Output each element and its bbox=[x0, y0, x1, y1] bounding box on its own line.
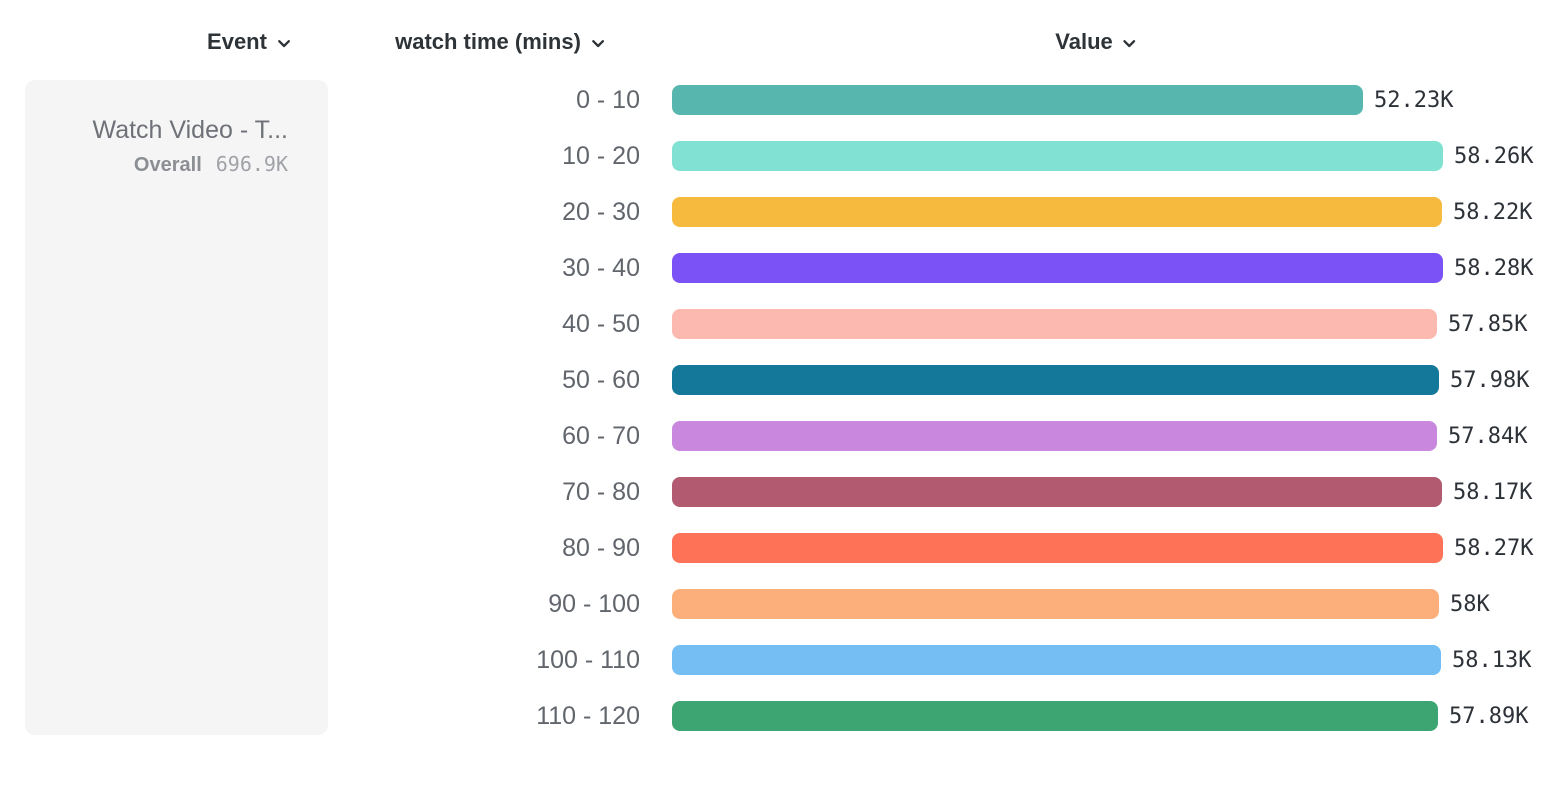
column-header-watch-time-label: watch time (mins) bbox=[395, 29, 581, 54]
value-label: 52.23K bbox=[1374, 87, 1454, 113]
column-header-event[interactable]: Event bbox=[207, 27, 291, 57]
value-label: 57.84K bbox=[1448, 423, 1528, 449]
bar-area: 57.89K bbox=[672, 701, 1568, 731]
chart-row: 80 - 90 58.27K bbox=[0, 520, 1568, 576]
chart-row: 60 - 70 57.84K bbox=[0, 408, 1568, 464]
bin-label: 40 - 50 bbox=[562, 309, 640, 338]
value-label: 58.13K bbox=[1452, 647, 1532, 673]
value-label: 58.28K bbox=[1454, 255, 1534, 281]
bar[interactable] bbox=[672, 701, 1438, 731]
bin-label: 10 - 20 bbox=[562, 141, 640, 170]
bin-label: 50 - 60 bbox=[562, 365, 640, 394]
bin-label: 100 - 110 bbox=[536, 645, 640, 674]
bin-label: 20 - 30 bbox=[562, 197, 640, 226]
value-label: 58K bbox=[1450, 591, 1490, 617]
bar[interactable] bbox=[672, 421, 1437, 451]
chart-row: 40 - 50 57.85K bbox=[0, 296, 1568, 352]
bin-label: 60 - 70 bbox=[562, 421, 640, 450]
chevron-down-icon bbox=[277, 39, 291, 49]
value-label: 58.22K bbox=[1453, 199, 1533, 225]
value-label: 57.89K bbox=[1449, 703, 1529, 729]
value-label: 57.98K bbox=[1450, 367, 1530, 393]
column-header-watch-time[interactable]: watch time (mins) bbox=[395, 27, 605, 57]
chevron-down-icon bbox=[591, 39, 605, 49]
chart-row: 90 - 100 58K bbox=[0, 576, 1568, 632]
column-header-event-label: Event bbox=[207, 29, 267, 54]
chart-row: 110 - 120 57.89K bbox=[0, 688, 1568, 744]
event-title: Watch Video - T... bbox=[92, 116, 288, 144]
value-label: 58.17K bbox=[1453, 479, 1533, 505]
bin-label: 70 - 80 bbox=[562, 477, 640, 506]
bar[interactable] bbox=[672, 645, 1441, 675]
chart-row: 10 - 20 58.26K bbox=[0, 128, 1568, 184]
bar[interactable] bbox=[672, 365, 1439, 395]
bar-area: 52.23K bbox=[672, 85, 1568, 115]
chart-row: 100 - 110 58.13K bbox=[0, 632, 1568, 688]
bar[interactable] bbox=[672, 141, 1443, 171]
bin-label: 0 - 10 bbox=[576, 85, 640, 114]
bin-label: 90 - 100 bbox=[548, 589, 640, 618]
overall-label: Overall bbox=[133, 154, 202, 176]
event-card[interactable]: Watch Video - T... Overall 696.9K bbox=[25, 80, 328, 735]
chevron-down-icon bbox=[1123, 39, 1137, 49]
bar[interactable] bbox=[672, 197, 1442, 227]
bar-area: 58.17K bbox=[672, 477, 1568, 507]
chart-row: 0 - 10 52.23K bbox=[0, 72, 1568, 128]
overall-value: 696.9K bbox=[215, 152, 288, 176]
bar-area: 57.98K bbox=[672, 365, 1568, 395]
value-label: 57.85K bbox=[1448, 311, 1528, 337]
bar[interactable] bbox=[672, 589, 1439, 619]
bin-label: 110 - 120 bbox=[536, 701, 640, 730]
bar-chart-rows: 0 - 10 52.23K 10 - 20 58.26K 20 - 30 58.… bbox=[0, 72, 1568, 744]
bar-area: 58.22K bbox=[672, 197, 1568, 227]
chart-row: 30 - 40 58.28K bbox=[0, 240, 1568, 296]
bar[interactable] bbox=[672, 85, 1363, 115]
bar[interactable] bbox=[672, 477, 1442, 507]
chart-row: 20 - 30 58.22K bbox=[0, 184, 1568, 240]
bar-area: 58.13K bbox=[672, 645, 1568, 675]
chart-row: 50 - 60 57.98K bbox=[0, 352, 1568, 408]
column-header-value-label: Value bbox=[1055, 29, 1113, 54]
bar[interactable] bbox=[672, 309, 1437, 339]
bar-area: 58.27K bbox=[672, 533, 1568, 563]
bar-area: 57.85K bbox=[672, 309, 1568, 339]
bar[interactable] bbox=[672, 533, 1443, 563]
bar-area: 57.84K bbox=[672, 421, 1568, 451]
event-overall-row: Overall 696.9K bbox=[37, 152, 288, 177]
bin-label: 80 - 90 bbox=[562, 533, 640, 562]
value-label: 58.27K bbox=[1454, 535, 1534, 561]
bar-area: 58.26K bbox=[672, 141, 1568, 171]
column-header-value[interactable]: Value bbox=[1055, 27, 1136, 57]
bar[interactable] bbox=[672, 253, 1443, 283]
bin-label: 30 - 40 bbox=[562, 253, 640, 282]
value-label: 58.26K bbox=[1454, 143, 1534, 169]
bar-area: 58K bbox=[672, 589, 1568, 619]
chart-row: 70 - 80 58.17K bbox=[0, 464, 1568, 520]
bar-area: 58.28K bbox=[672, 253, 1568, 283]
